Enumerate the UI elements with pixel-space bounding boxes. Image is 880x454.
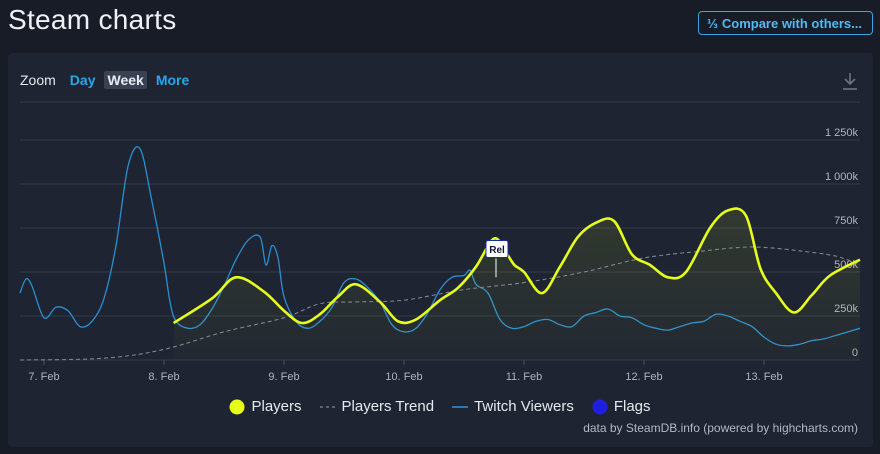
compare-button-label: Compare with others... — [721, 15, 862, 31]
y-tick-label: 1 000k — [825, 171, 859, 183]
players-trend-line — [19, 246, 861, 361]
zoom-week-button[interactable]: Week — [104, 71, 147, 89]
legend-twitch-marker — [452, 405, 469, 408]
x-tick-label: 10. Feb — [385, 371, 422, 383]
players-line — [172, 207, 861, 325]
chart-legend: Players Players Trend Twitch Viewers Fla… — [0, 398, 880, 415]
legend-players-trend-label: Players Trend — [341, 398, 435, 415]
zoom-controls: Zoom Day Week More — [20, 71, 192, 89]
legend-trend-marker — [319, 405, 336, 408]
x-tick-label: 11. Feb — [506, 371, 543, 383]
legend-players-label: Players — [251, 398, 302, 415]
legend-item-players-trend[interactable]: Players Trend — [319, 398, 435, 415]
flag-rel-label: Rel — [489, 245, 505, 256]
page-title: Steam charts — [8, 4, 177, 35]
y-tick-label: 750k — [834, 215, 858, 227]
legend-item-twitch-viewers[interactable]: Twitch Viewers — [452, 398, 574, 415]
x-tick-label: 9. Feb — [268, 371, 299, 383]
zoom-more-button[interactable]: More — [155, 72, 190, 88]
flag-rel-box — [485, 240, 509, 259]
zoom-label: Zoom — [20, 72, 56, 88]
legend-players-marker — [229, 399, 245, 414]
legend-item-players[interactable]: Players — [229, 398, 302, 415]
legend-flags-marker — [592, 399, 608, 414]
legend-flags-label: Flags — [613, 398, 651, 415]
legend-twitch-viewers-label: Twitch Viewers — [474, 398, 574, 415]
x-tick-label: 7. Feb — [28, 371, 59, 383]
download-icon[interactable] — [841, 71, 859, 96]
compare-button[interactable]: ⅓ Compare with others... — [698, 11, 873, 35]
y-tick-label: 1 250k — [825, 127, 859, 139]
chart-credits: data by SteamDB.info (powered by highcha… — [583, 421, 858, 435]
x-tick-label: 8. Feb — [148, 371, 179, 383]
legend-item-flags[interactable]: Flags — [592, 398, 651, 415]
players-area — [173, 208, 861, 360]
x-tick-label: 13. Feb — [745, 371, 782, 383]
zoom-day-button[interactable]: Day — [69, 72, 96, 88]
x-tick-label: 12. Feb — [625, 371, 662, 383]
compare-icon: ⅓ — [707, 15, 718, 31]
